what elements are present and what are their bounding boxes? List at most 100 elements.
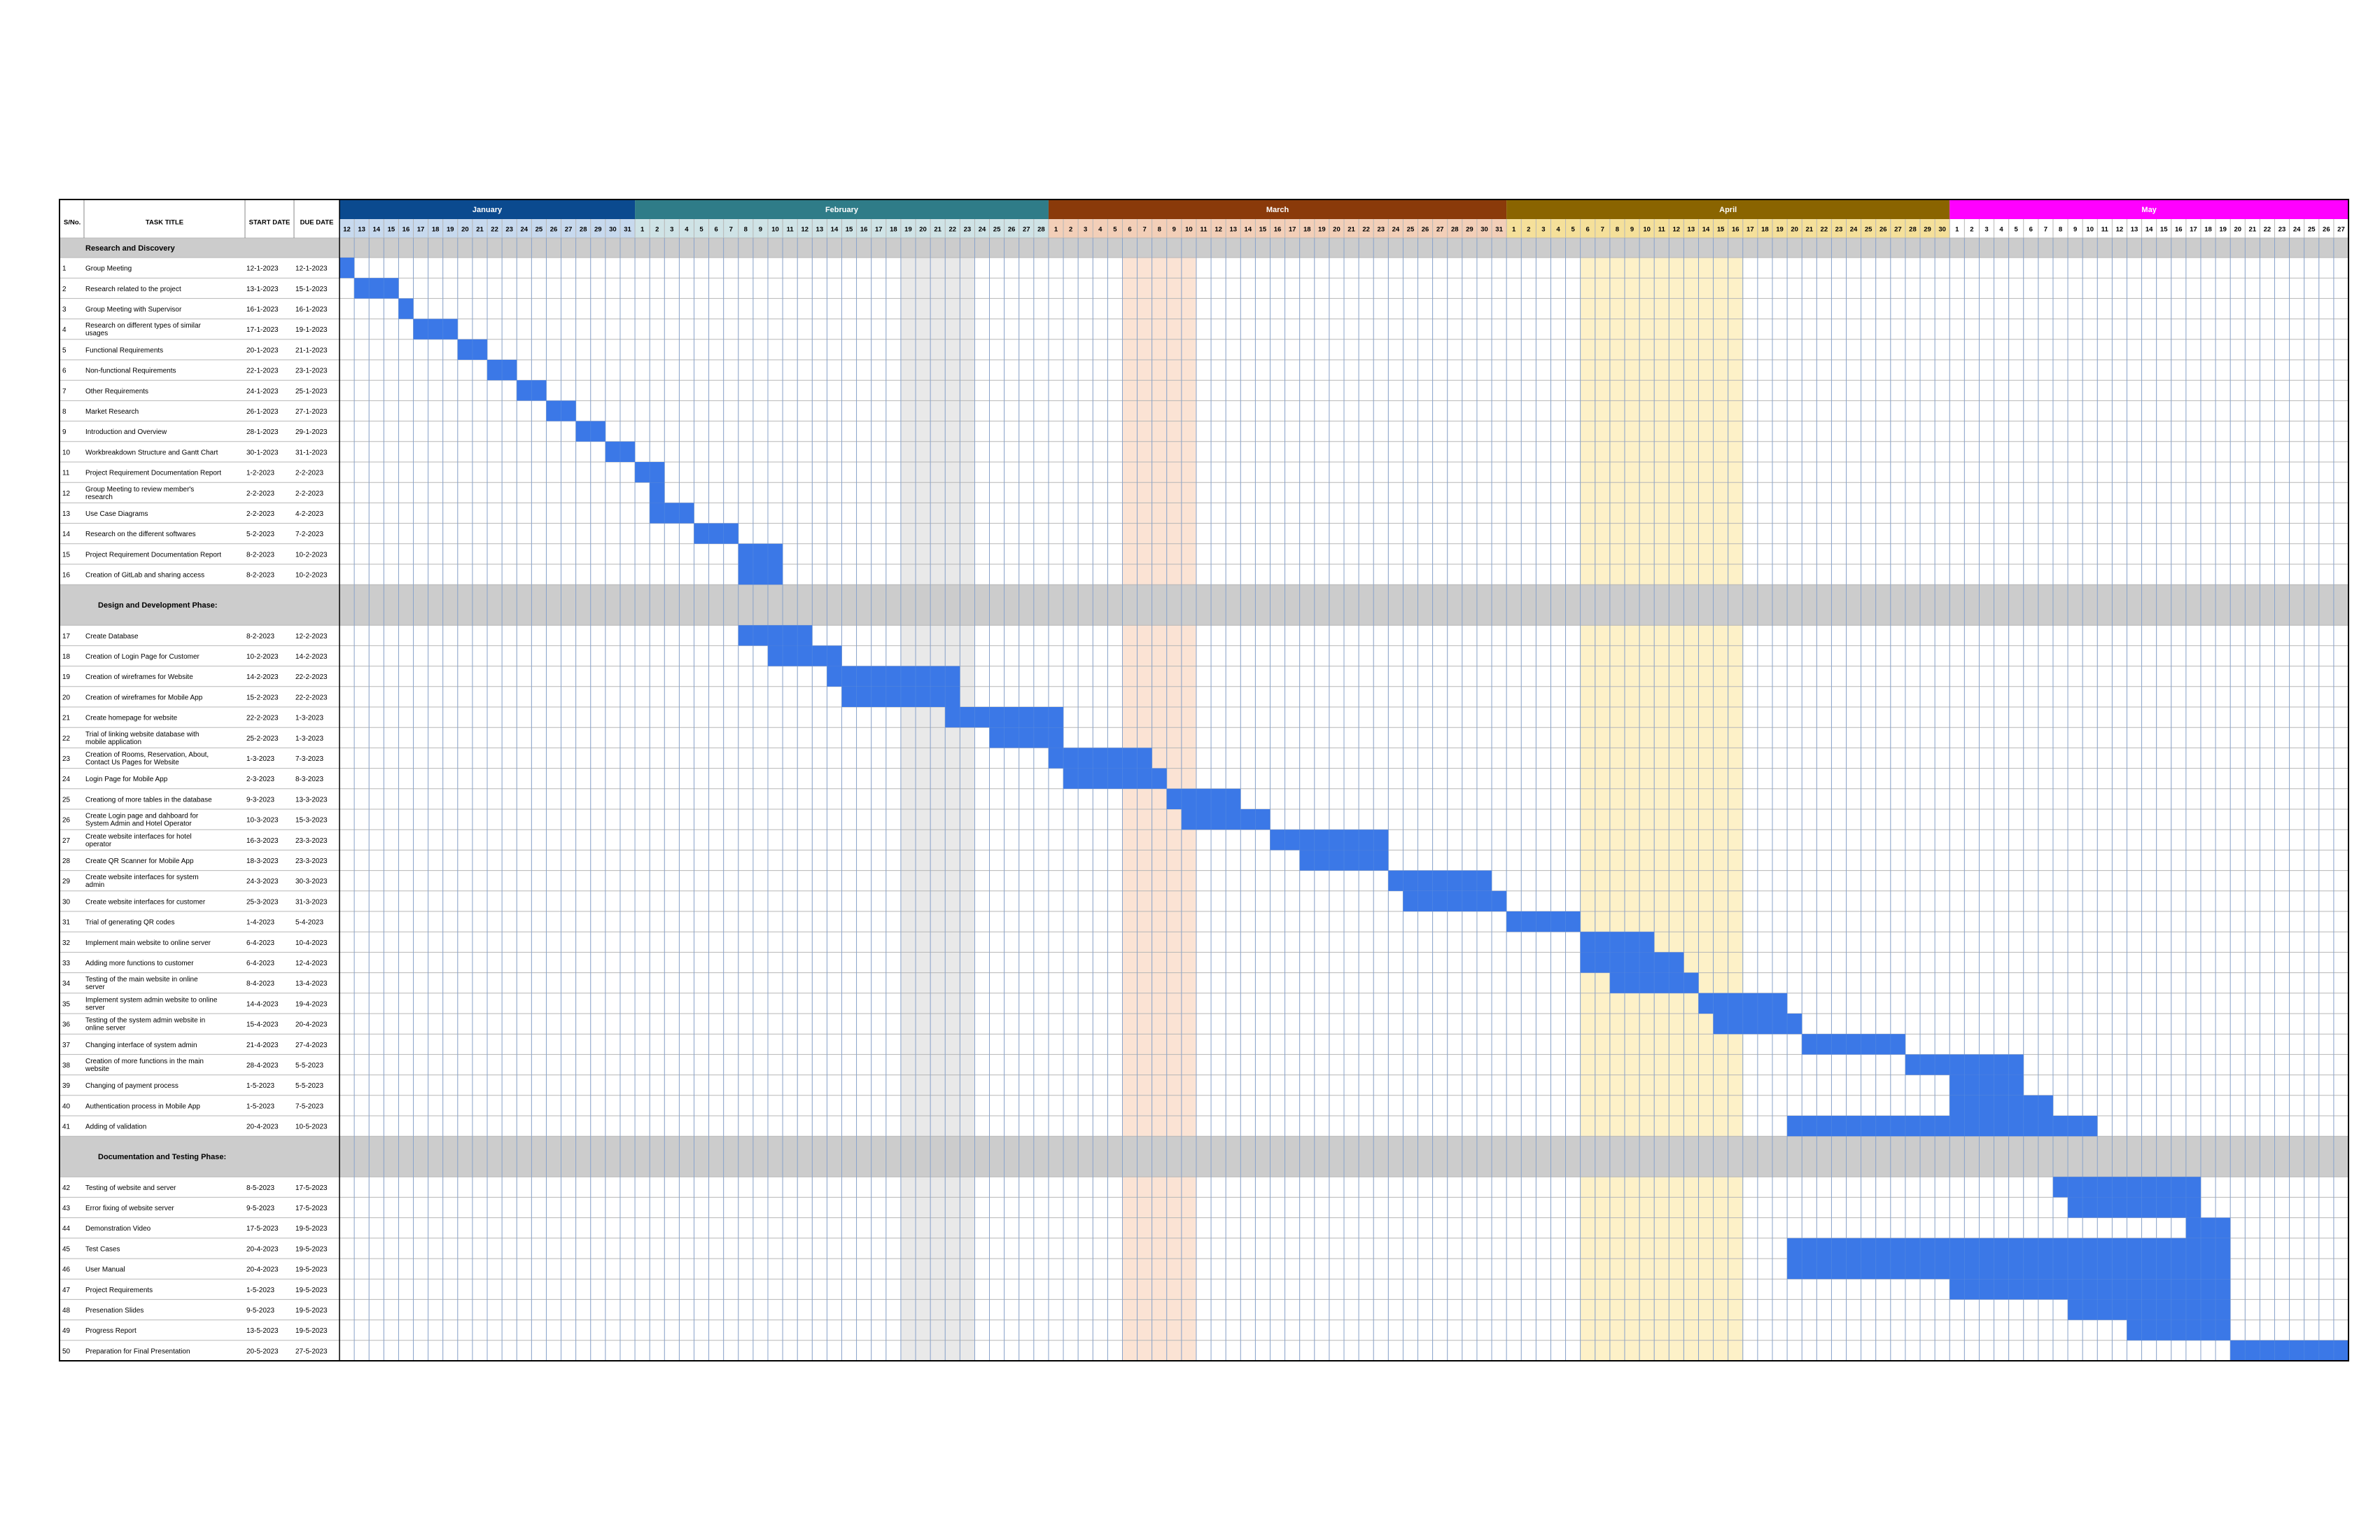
task-bar [340,258,355,279]
month-label: March [1266,206,1289,214]
task-due-date: 31-1-2023 [295,449,328,456]
day-tick: 8 [1158,226,1161,234]
task-title: Authentication process in Mobile App [85,1102,200,1110]
task-number: 20 [62,694,71,701]
task-number: 18 [62,653,71,661]
day-tick: 18 [890,226,897,234]
day-tick: 13 [1688,226,1695,234]
task-start-date: 17-5-2023 [246,1225,279,1233]
task-number: 6 [62,368,66,375]
day-tick: 5 [1113,226,1117,234]
task-title: Creation of GitLab and sharing access [85,572,204,580]
day-header-band [1949,219,2348,238]
task-title: Creation of more functions in the main we… [85,1058,204,1073]
task-start-date: 20-4-2023 [246,1245,279,1253]
task-start-date: 20-5-2023 [246,1348,279,1355]
day-tick: 16 [402,226,410,234]
task-title: Create website interfaces for hotel opera… [85,833,192,848]
task-start-date: 20-4-2023 [246,1124,279,1131]
task-due-date: 15-1-2023 [295,286,328,293]
day-tick: 17 [1746,226,1754,234]
task-title: Testing of the main website in online ser… [85,976,198,991]
day-tick: 18 [1761,226,1769,234]
day-tick: 5 [1571,226,1575,234]
task-start-date: 12-1-2023 [246,265,279,273]
day-tick: 21 [476,226,484,234]
day-tick: 2 [655,226,659,234]
task-due-date: 7-2-2023 [295,531,323,538]
task-number: 32 [62,939,71,947]
day-tick: 24 [2293,226,2301,234]
task-title: Use Case Diagrams [85,510,148,518]
task-bar [650,503,694,524]
task-number: 48 [62,1307,71,1315]
task-title: Trial of generating QR codes [85,919,174,927]
day-tick: 24 [1850,226,1858,234]
task-title: Changing interface of system admin [85,1042,197,1049]
day-tick: 7 [1601,226,1604,234]
task-title: Presenation Slides [85,1307,144,1315]
day-tick: 24 [1392,226,1400,234]
day-tick: 28 [580,226,587,234]
task-number: 16 [62,572,71,580]
day-tick: 1 [1955,226,1959,234]
task-due-date: 27-1-2023 [295,408,328,416]
day-tick: 23 [964,226,972,234]
task-number: 40 [62,1102,71,1110]
day-tick: 19 [447,226,454,234]
task-start-date: 13-5-2023 [246,1327,279,1335]
task-due-date: 19-4-2023 [295,1000,328,1008]
day-tick: 23 [2278,226,2286,234]
day-tick: 29 [1924,226,1931,234]
task-due-date: 22-2-2023 [295,673,328,681]
task-title: Research on the different softwares [85,531,196,538]
task-bar [1388,870,1492,891]
day-tick: 1 [1512,226,1516,234]
task-start-date: 16-3-2023 [246,837,279,845]
task-number: 47 [62,1287,71,1294]
day-tick: 26 [550,226,558,234]
task-due-date: 7-3-2023 [295,755,323,763]
task-start-date: 15-4-2023 [246,1021,279,1029]
task-title: Creationg of more tables in the database [85,796,212,804]
day-tick: 17 [1289,226,1296,234]
month-band-january [340,200,636,219]
day-tick: 30 [609,226,617,234]
task-title: Changing of payment process [85,1082,178,1090]
day-tick: 13 [358,226,365,234]
day-tick: 22 [1821,226,1828,234]
day-tick: 9 [1630,226,1634,234]
task-start-date: 8-2-2023 [246,551,274,559]
task-title: Adding more functions to customer [85,960,194,967]
day-tick: 12 [1214,226,1222,234]
task-start-date: 16-1-2023 [246,306,279,314]
task-title: Group Meeting [85,265,132,273]
task-start-date: 9-5-2023 [246,1205,274,1212]
day-tick: 20 [2234,226,2241,234]
month-band-march [1048,200,1507,219]
task-start-date: 1-2-2023 [246,470,274,477]
task-due-date: 10-5-2023 [295,1124,328,1131]
section-band [59,238,2348,258]
task-start-date: 18-3-2023 [246,858,279,865]
day-tick: 22 [1362,226,1370,234]
task-title: Trial of linking website database with mo… [85,731,200,746]
task-title: Research related to the project [85,286,181,293]
day-tick: 17 [2190,226,2197,234]
task-title: Error fixing of website server [85,1205,174,1212]
day-tick: 10 [771,226,779,234]
day-tick: 14 [1245,226,1252,234]
day-tick: 23 [505,226,513,234]
task-number: 30 [62,898,71,906]
task-number: 23 [62,755,71,763]
task-number: 13 [62,510,71,518]
day-tick: 14 [372,226,380,234]
task-number: 43 [62,1205,71,1212]
day-tick: 23 [1377,226,1385,234]
task-bar [694,523,738,544]
task-start-date: 20-1-2023 [246,346,279,354]
task-title: Implement system admin website to online… [85,996,218,1011]
task-due-date: 13-4-2023 [295,980,328,988]
task-start-date: 8-2-2023 [246,572,274,580]
